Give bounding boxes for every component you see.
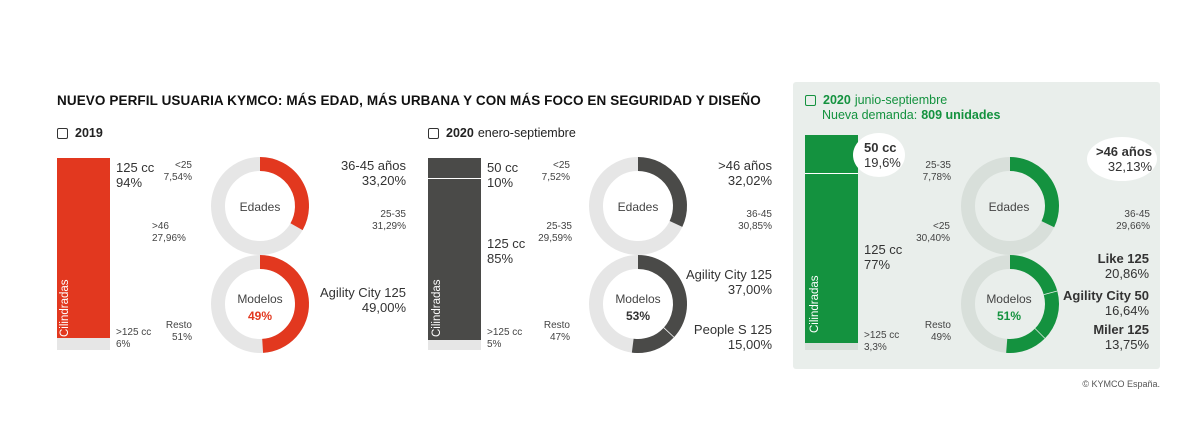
- checkbox-icon: [805, 94, 816, 106]
- header-year: 2020: [446, 126, 474, 140]
- header-2019: 2019: [57, 126, 107, 140]
- checkbox-icon: [57, 127, 68, 139]
- page-title: NUEVO PERFIL USUARIA KYMCO: MÁS EDAD, MÁ…: [57, 93, 761, 108]
- cil-125-label: 125 cc 94%: [116, 160, 155, 190]
- donut-segment: [1009, 255, 1058, 296]
- donut-segment: [637, 255, 687, 338]
- header-year: 2020: [823, 93, 851, 107]
- header-units: Nueva demanda: 809 unidades: [822, 108, 1001, 122]
- cil-50-label: 50 cc 10%: [487, 160, 519, 190]
- cil-gt125-label: >125 cc 6%: [116, 327, 152, 350]
- donut-separator: [1043, 290, 1058, 296]
- edades-label-gt46: >46 27,96%: [152, 221, 186, 244]
- header-period: junio-septiembre: [854, 93, 948, 107]
- header-new-demand: 2020 junio-septiembre: [805, 93, 947, 107]
- modelos-label-resto: Resto 51%: [165, 320, 192, 343]
- edades-center-label: Edades: [988, 200, 1030, 214]
- modelos-label-agility50: Agility City 50 16,64%: [1063, 288, 1149, 318]
- edades-label-25-35: 25-35 31,29%: [372, 209, 406, 232]
- edades-center-label: Edades: [617, 200, 659, 214]
- modelos-label-like: Like 125 20,86%: [1097, 251, 1149, 281]
- cilindradas-bar-50: [805, 135, 858, 173]
- cilindradas-bar-125: [428, 179, 481, 340]
- edades-label-gt46: >46 años 32,13%: [1095, 144, 1152, 174]
- edades-label-25-35: 25-35 29,59%: [538, 221, 572, 244]
- donut-segment: [1009, 157, 1059, 228]
- badge-bg: [853, 133, 905, 177]
- modelos-center: Modelos 53%: [615, 292, 661, 323]
- edades-label-gt46: >46 años 32,02%: [718, 158, 772, 188]
- donut-segment: [637, 157, 687, 227]
- cilindradas-bar-gt125: [805, 343, 858, 350]
- cilindradas-bar-125: [57, 158, 110, 338]
- cilindradas-bar-50: [428, 158, 481, 178]
- badge-bg: [1087, 137, 1157, 181]
- edades-label-36-45: 36-45 29,66%: [1116, 209, 1150, 232]
- donut-segment: [1034, 291, 1059, 339]
- source-credit: © KYMCO España.: [1082, 379, 1160, 389]
- cilindradas-bar-gt125: [428, 340, 481, 350]
- modelos-label-resto: Resto 49%: [924, 320, 951, 343]
- modelos-label-agility: Agility City 125 37,00%: [686, 267, 772, 297]
- edades-label-lt25: <25 7,52%: [541, 160, 570, 183]
- bar-divider: [805, 173, 858, 174]
- modelos-label-agility: Agility City 125 49,00%: [320, 285, 406, 315]
- modelos-center: Modelos 51%: [986, 292, 1032, 323]
- bar-divider: [428, 178, 481, 179]
- cilindradas-bar-125: [805, 174, 858, 343]
- edades-label-36-45: 36-45 años 33,20%: [340, 158, 406, 188]
- cil-gt125-label: >125 cc 5%: [487, 327, 523, 350]
- donut-segment: [259, 157, 309, 231]
- donut-segment: [1006, 328, 1045, 353]
- modelos-label-miler: Miler 125 13,75%: [1093, 322, 1149, 352]
- header-2020: 2020 enero-septiembre: [428, 126, 576, 140]
- edades-label-25-35: 25-35 7,78%: [922, 160, 951, 183]
- header-period: enero-septiembre: [477, 126, 576, 140]
- edades-label-36-45: 36-45 30,85%: [738, 209, 772, 232]
- cil-50-label: 50 cc 19,6%: [864, 140, 901, 170]
- donut-segment: [631, 327, 674, 353]
- modelos-label-people: People S 125 15,00%: [693, 322, 772, 352]
- cil-125-label: 125 cc 77%: [864, 242, 903, 272]
- cil-125-label: 125 cc 85%: [487, 236, 526, 266]
- cilindradas-bar-gt125: [57, 338, 110, 350]
- modelos-label-resto: Resto 47%: [543, 320, 570, 343]
- edades-label-lt25: <25 30,40%: [916, 221, 950, 244]
- edades-label-lt25: <25 7,54%: [163, 160, 192, 183]
- header-year: 2019: [75, 126, 103, 140]
- checkbox-icon: [428, 127, 439, 139]
- edades-center-label: Edades: [239, 200, 281, 214]
- cil-gt125-label: >125 cc 3,3%: [864, 330, 900, 353]
- modelos-center: Modelos 49%: [237, 292, 283, 323]
- donut-segment: [259, 255, 309, 353]
